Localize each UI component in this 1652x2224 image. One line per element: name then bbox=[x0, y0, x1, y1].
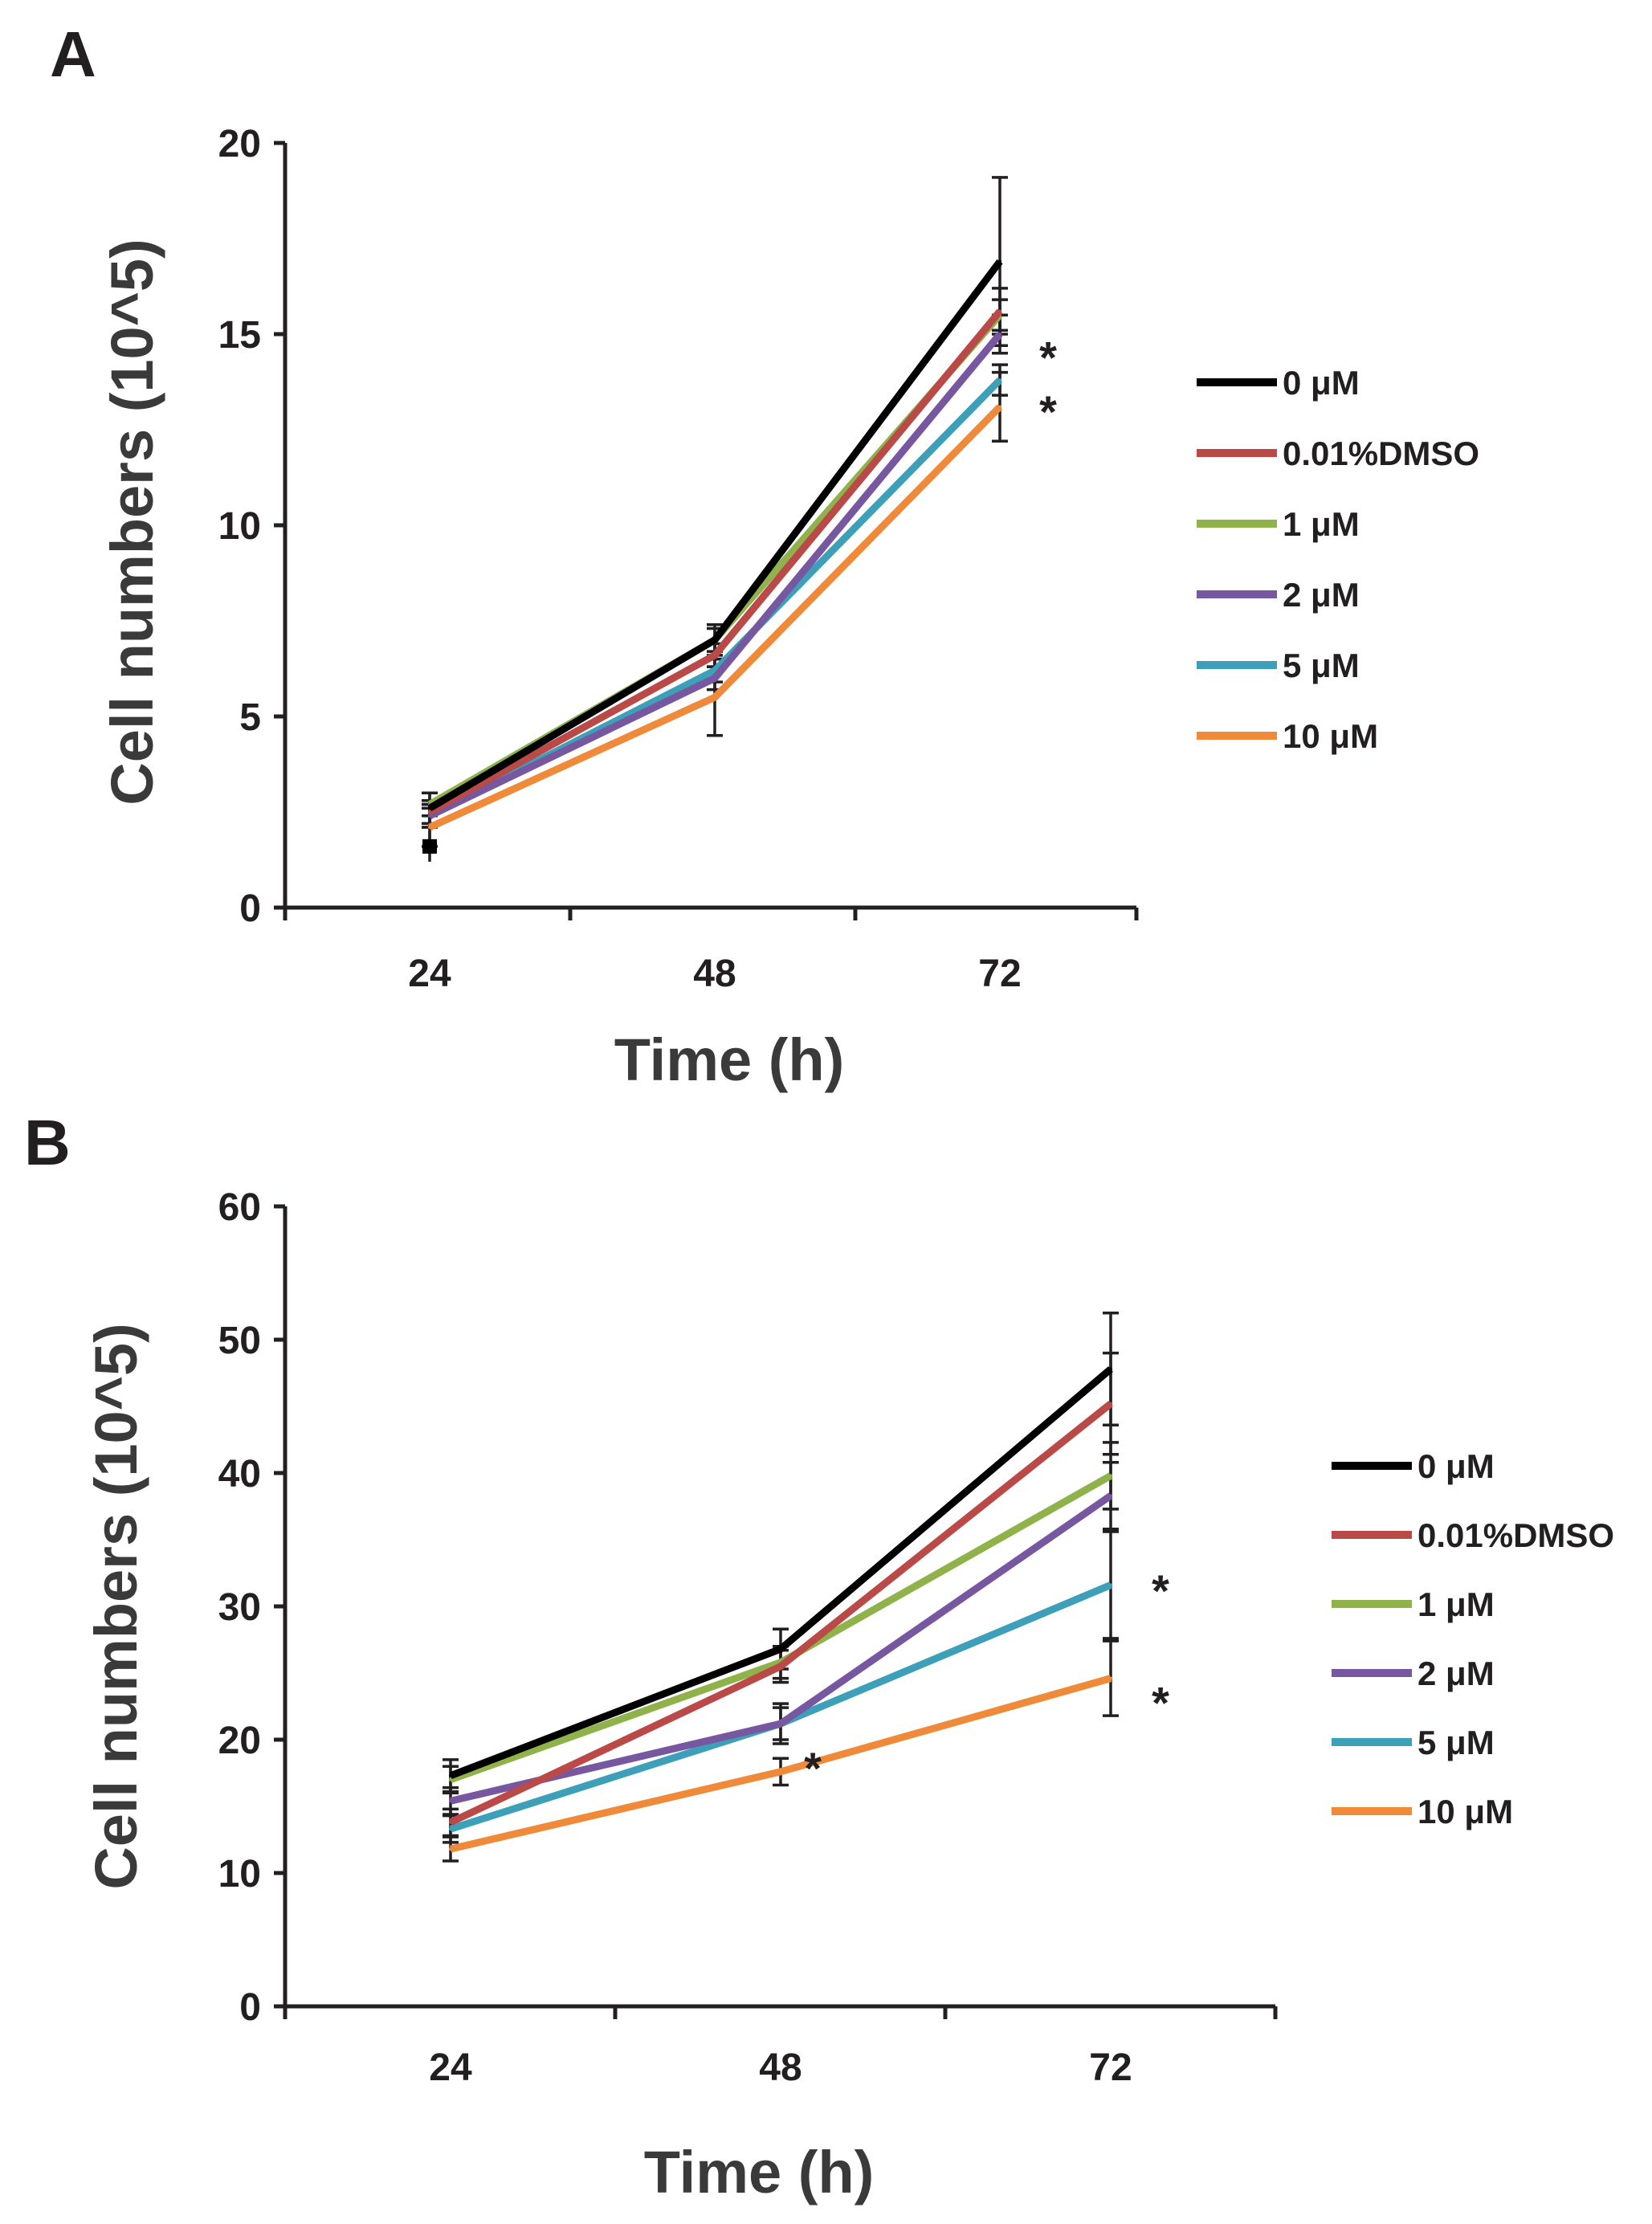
x-tick-label: 24 bbox=[429, 2046, 472, 2089]
y-tick-label: 10 bbox=[218, 1853, 261, 1896]
series-line bbox=[428, 332, 1003, 819]
data-point bbox=[449, 1773, 452, 1777]
data-point bbox=[779, 1647, 782, 1651]
legend-label: 5 μM bbox=[1417, 1724, 1495, 1761]
chart-panel-b: B 0 10 20 30 40 50 60 24 48 72 Time (h) Cell numbers… bbox=[24, 1107, 1614, 2206]
significance-star: * bbox=[804, 1743, 822, 1793]
extra-point-marker bbox=[422, 839, 437, 854]
y-tick-label: 15 bbox=[218, 314, 261, 357]
significance-star: * bbox=[1152, 1565, 1169, 1616]
y-tick-label: 0 bbox=[239, 888, 261, 930]
y-tick-label: 50 bbox=[218, 1320, 261, 1362]
legend-label: 5 μM bbox=[1283, 647, 1360, 684]
x-tick-label: 72 bbox=[1089, 2046, 1132, 2089]
data-point bbox=[449, 1827, 452, 1831]
panel-letter: A bbox=[50, 18, 96, 90]
x-tick-label: 48 bbox=[693, 953, 736, 995]
data-point bbox=[713, 676, 716, 680]
significance-star: * bbox=[1152, 1678, 1169, 1728]
legend-label: 0 μM bbox=[1417, 1447, 1495, 1485]
y-tick-label: 30 bbox=[218, 1586, 261, 1629]
data-point bbox=[449, 1777, 452, 1781]
legend-label: 2 μM bbox=[1283, 576, 1360, 614]
data-point bbox=[449, 1820, 452, 1824]
data-point bbox=[713, 668, 716, 672]
legend-label: 0 μM bbox=[1283, 364, 1360, 402]
legend-label: 10 μM bbox=[1283, 717, 1378, 755]
data-point bbox=[1109, 1676, 1112, 1680]
data-point bbox=[713, 653, 716, 657]
y-tick-label: 40 bbox=[218, 1453, 261, 1496]
x-axis-title: Time (h) bbox=[644, 2139, 874, 2206]
data-point bbox=[428, 814, 431, 818]
data-point bbox=[713, 638, 716, 642]
series-line bbox=[427, 377, 1003, 819]
legend-label: 2 μM bbox=[1417, 1655, 1495, 1692]
y-axis-title: Cell numbers (10^5) bbox=[99, 239, 165, 805]
y-tick-label: 5 bbox=[239, 696, 261, 739]
legend-label: 1 μM bbox=[1283, 505, 1360, 543]
x-tick-label: 72 bbox=[978, 953, 1021, 995]
data-point bbox=[998, 378, 1001, 382]
y-tick-label: 20 bbox=[218, 123, 261, 165]
y-axis-title: Cell numbers (10^5) bbox=[83, 1323, 149, 1889]
y-tick-label: 60 bbox=[218, 1186, 261, 1229]
data-point bbox=[428, 810, 431, 814]
data-point bbox=[1109, 1474, 1112, 1478]
data-point bbox=[449, 1847, 452, 1851]
data-point bbox=[1109, 1367, 1112, 1371]
chart-panel-a: A 0 5 10 15 20 24 48 72 Time (h) Cell numbers (10^… bbox=[50, 18, 1479, 1093]
data-point bbox=[1109, 1583, 1112, 1587]
data-point bbox=[998, 405, 1001, 409]
data-point bbox=[428, 826, 431, 830]
data-point bbox=[998, 333, 1001, 336]
legend-label: 1 μM bbox=[1417, 1585, 1495, 1623]
significance-star: * bbox=[1039, 386, 1057, 437]
legend-label: 10 μM bbox=[1417, 1793, 1513, 1830]
data-point bbox=[1109, 1494, 1112, 1498]
data-point bbox=[998, 309, 1001, 313]
y-tick-label: 10 bbox=[218, 505, 261, 548]
data-point bbox=[713, 696, 716, 700]
y-tick-label: 20 bbox=[218, 1720, 261, 1762]
panel-letter: B bbox=[24, 1107, 71, 1178]
legend-label: 0.01%DMSO bbox=[1417, 1516, 1614, 1554]
x-tick-label: 48 bbox=[759, 2046, 802, 2089]
data-point bbox=[779, 1722, 782, 1726]
data-point bbox=[779, 1769, 782, 1773]
data-point bbox=[428, 806, 431, 810]
data-point bbox=[779, 1664, 782, 1668]
x-tick-label: 24 bbox=[408, 953, 451, 995]
legend-label: 0.01%DMSO bbox=[1283, 435, 1479, 472]
data-point bbox=[998, 259, 1001, 263]
data-point bbox=[449, 1799, 452, 1803]
data-point bbox=[1109, 1402, 1112, 1406]
x-axis-title: Time (h) bbox=[614, 1026, 844, 1093]
y-tick-label: 0 bbox=[239, 1986, 261, 2029]
significance-star: * bbox=[1039, 333, 1057, 383]
